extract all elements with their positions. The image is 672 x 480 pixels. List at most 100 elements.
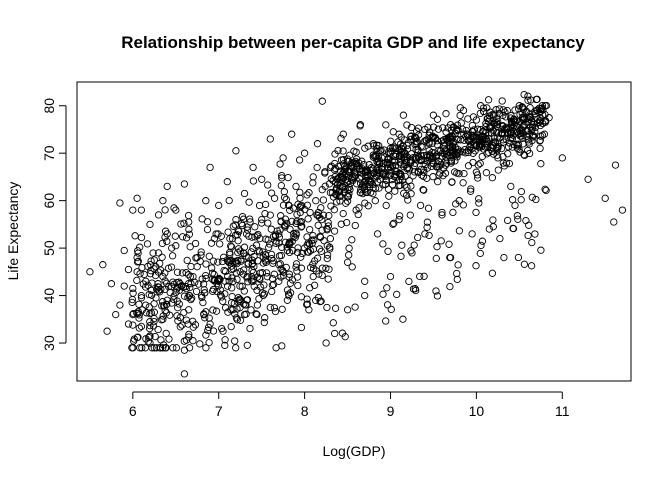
data-point — [324, 218, 332, 227]
data-point — [446, 143, 454, 152]
data-point — [275, 277, 283, 285]
data-point — [438, 211, 446, 219]
data-point — [177, 220, 185, 228]
data-point — [477, 241, 485, 250]
data-point — [376, 147, 384, 155]
data-point — [255, 295, 263, 303]
data-point — [395, 215, 403, 224]
data-point — [276, 160, 284, 168]
data-point — [384, 185, 393, 193]
data-point — [437, 237, 445, 245]
data-point — [162, 329, 170, 338]
data-point — [180, 292, 189, 300]
data-point — [348, 236, 356, 244]
data-point — [478, 237, 487, 245]
data-point — [202, 260, 210, 268]
data-point — [201, 289, 209, 297]
data-point — [120, 282, 128, 290]
data-point — [343, 258, 352, 266]
data-point — [218, 324, 226, 333]
data-point — [359, 183, 367, 191]
data-point — [242, 230, 251, 238]
data-point — [221, 267, 230, 276]
data-point — [522, 216, 530, 225]
data-point — [514, 253, 523, 262]
data-point — [395, 151, 404, 160]
data-point — [465, 137, 473, 145]
data-point — [330, 206, 338, 214]
data-point — [525, 221, 533, 229]
data-point — [242, 301, 250, 309]
data-point — [321, 169, 329, 177]
data-point — [475, 199, 483, 207]
data-point — [497, 144, 506, 153]
data-point — [397, 144, 406, 153]
data-point — [163, 182, 171, 191]
data-point — [453, 125, 461, 133]
data-point — [270, 270, 278, 278]
data-point — [263, 273, 271, 281]
data-point — [460, 169, 468, 178]
data-point — [541, 118, 550, 126]
data-point — [154, 325, 162, 334]
data-point — [255, 201, 264, 210]
data-point — [168, 299, 176, 307]
data-point — [367, 188, 375, 197]
data-point — [379, 290, 387, 298]
data-point — [159, 344, 167, 352]
data-point — [297, 264, 306, 272]
data-point — [393, 290, 401, 299]
y-tick-label: 80 — [41, 98, 57, 114]
data-point — [339, 130, 347, 138]
data-point — [429, 111, 438, 119]
data-point — [384, 155, 392, 163]
data-point — [477, 140, 486, 148]
data-point — [488, 174, 497, 182]
data-point — [147, 257, 155, 265]
data-point — [358, 157, 366, 165]
data-point — [185, 225, 193, 234]
data-point — [509, 224, 518, 233]
data-point — [203, 218, 212, 226]
data-point — [271, 231, 280, 239]
data-point — [303, 295, 311, 303]
data-point — [131, 232, 139, 240]
data-point — [346, 151, 354, 159]
data-point — [382, 121, 390, 129]
data-point — [156, 259, 164, 268]
data-point — [526, 104, 534, 112]
data-point — [536, 118, 544, 127]
data-point — [409, 172, 417, 180]
data-point — [192, 287, 201, 296]
data-point — [558, 154, 566, 162]
data-point — [135, 300, 143, 308]
data-point — [469, 149, 477, 157]
data-point — [488, 269, 497, 277]
data-point — [386, 166, 394, 175]
data-point — [341, 333, 349, 341]
data-point — [404, 196, 412, 204]
data-point — [269, 232, 278, 241]
data-point — [253, 273, 262, 281]
data-point — [292, 263, 300, 271]
data-point — [276, 260, 284, 268]
data-point — [397, 252, 405, 260]
data-point — [449, 208, 457, 217]
data-point — [485, 148, 493, 157]
data-point — [161, 277, 169, 285]
data-point — [209, 306, 217, 314]
data-point — [387, 305, 395, 314]
data-point — [116, 301, 124, 309]
data-point — [146, 270, 155, 278]
data-point — [238, 221, 247, 230]
data-point — [410, 241, 418, 249]
data-point — [247, 306, 255, 314]
data-point — [249, 163, 257, 172]
data-point — [500, 253, 508, 262]
data-point — [267, 225, 275, 233]
data-point — [390, 219, 398, 227]
data-point — [161, 206, 169, 214]
data-point — [468, 127, 477, 135]
data-point — [361, 199, 369, 207]
data-point — [354, 210, 362, 219]
